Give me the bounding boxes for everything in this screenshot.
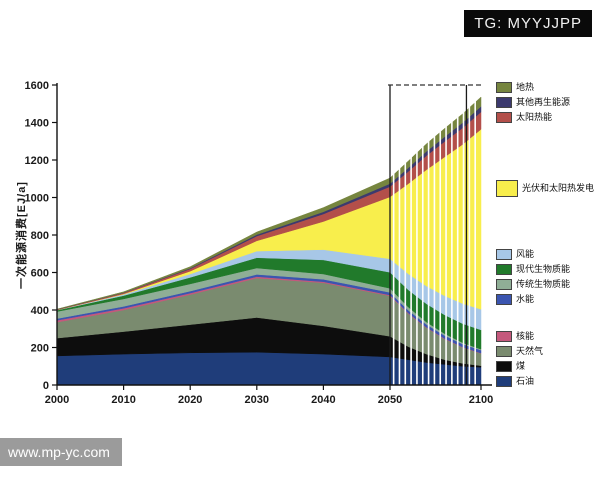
legend-swatch-trad_biomass bbox=[496, 279, 512, 290]
watermark-site-text: www.mp-yc.com bbox=[8, 444, 110, 460]
y-tick-label: 600 bbox=[31, 268, 49, 280]
legend-swatch-hydro bbox=[496, 294, 512, 305]
legend-swatch-modern_biomass bbox=[496, 264, 512, 275]
legend-item-other_renewables: 其他再生能源 bbox=[496, 95, 598, 110]
legend-swatch-nuclear bbox=[496, 331, 512, 342]
legend-item-solar_thermal: 太阳热能 bbox=[496, 110, 598, 125]
legend: 地热其他再生能源 太阳热能光伏和太阳热发电风能现代生物质能 传统生物质能 水能核能天然… bbox=[496, 80, 598, 389]
legend-label-other_renewables: 其他再生能源 bbox=[516, 97, 571, 107]
legend-swatch-coal bbox=[496, 361, 512, 372]
legend-label-trad_biomass: 传统生物质能 bbox=[516, 279, 571, 289]
legend-label-solar_thermal: 太阳热能 bbox=[516, 112, 553, 122]
watermark-tg-badge: TG: MYYJJPP bbox=[464, 10, 592, 37]
y-tick-label: 200 bbox=[31, 343, 49, 355]
legend-item-trad_biomass: 传统生物质能 bbox=[496, 277, 598, 292]
legend-item-hydro: 水能 bbox=[496, 292, 598, 307]
legend-swatch-solar_thermal bbox=[496, 112, 512, 123]
legend-item-coal: 煤 bbox=[496, 359, 598, 374]
watermark-tg-text: TG: MYYJJPP bbox=[474, 15, 582, 32]
legend-label-wind: 风能 bbox=[516, 249, 535, 259]
legend-swatch-natural_gas bbox=[496, 346, 512, 357]
legend-group-1: 光伏和太阳热发电 bbox=[496, 179, 598, 197]
legend-item-modern_biomass: 现代生物质能 bbox=[496, 262, 598, 277]
legend-label-geothermal: 地热 bbox=[516, 82, 535, 92]
legend-item-nuclear: 核能 bbox=[496, 329, 598, 344]
y-tick-label: 0 bbox=[43, 380, 49, 392]
legend-label-modern_biomass: 现代生物质能 bbox=[516, 264, 571, 274]
y-tick-label: 1000 bbox=[25, 193, 49, 205]
legend-label-hydro: 水能 bbox=[516, 294, 535, 304]
legend-item-wind: 风能 bbox=[496, 247, 598, 262]
legend-swatch-geothermal bbox=[496, 82, 512, 93]
legend-group-3: 核能 天然气煤石油 bbox=[496, 329, 598, 389]
legend-swatch-oil bbox=[496, 376, 512, 387]
x-tick-label: 2010 bbox=[111, 394, 135, 406]
y-tick-label: 800 bbox=[31, 230, 49, 242]
x-tick-label: 2030 bbox=[245, 394, 269, 406]
y-tick-label: 400 bbox=[31, 305, 49, 317]
x-tick-label: 2000 bbox=[45, 394, 69, 406]
x-tick-label: 2050 bbox=[378, 394, 402, 406]
legend-label-oil: 石油 bbox=[516, 376, 535, 386]
legend-label-coal: 煤 bbox=[516, 361, 526, 371]
legend-group-0: 地热其他再生能源 太阳热能 bbox=[496, 80, 598, 125]
legend-group-2: 风能现代生物质能 传统生物质能 水能 bbox=[496, 247, 598, 307]
legend-item-pv_solar_power: 光伏和太阳热发电 bbox=[496, 179, 598, 197]
watermark-site-badge: www.mp-yc.com bbox=[0, 438, 122, 466]
y-axis-label: 一次能源消费[EJ/a] bbox=[16, 181, 28, 289]
legend-item-geothermal: 地热 bbox=[496, 80, 598, 95]
y-tick-label: 1400 bbox=[25, 118, 49, 130]
x-tick-label: 2100 bbox=[469, 394, 493, 406]
legend-label-natural_gas: 天然气 bbox=[516, 346, 544, 356]
legend-item-oil: 石油 bbox=[496, 374, 598, 389]
legend-swatch-pv_solar_power bbox=[496, 179, 518, 197]
legend-swatch-wind bbox=[496, 249, 512, 260]
y-tick-label: 1600 bbox=[25, 80, 49, 92]
legend-label-pv_solar_power: 光伏和太阳热发电 bbox=[522, 182, 595, 193]
legend-item-natural_gas: 天然气 bbox=[496, 344, 598, 359]
legend-swatch-other_renewables bbox=[496, 97, 512, 108]
area-geothermal bbox=[56, 96, 482, 310]
legend-label-nuclear: 核能 bbox=[516, 331, 535, 341]
x-tick-label: 2020 bbox=[178, 394, 202, 406]
x-tick-label: 2040 bbox=[311, 394, 335, 406]
y-tick-label: 1200 bbox=[25, 155, 49, 167]
